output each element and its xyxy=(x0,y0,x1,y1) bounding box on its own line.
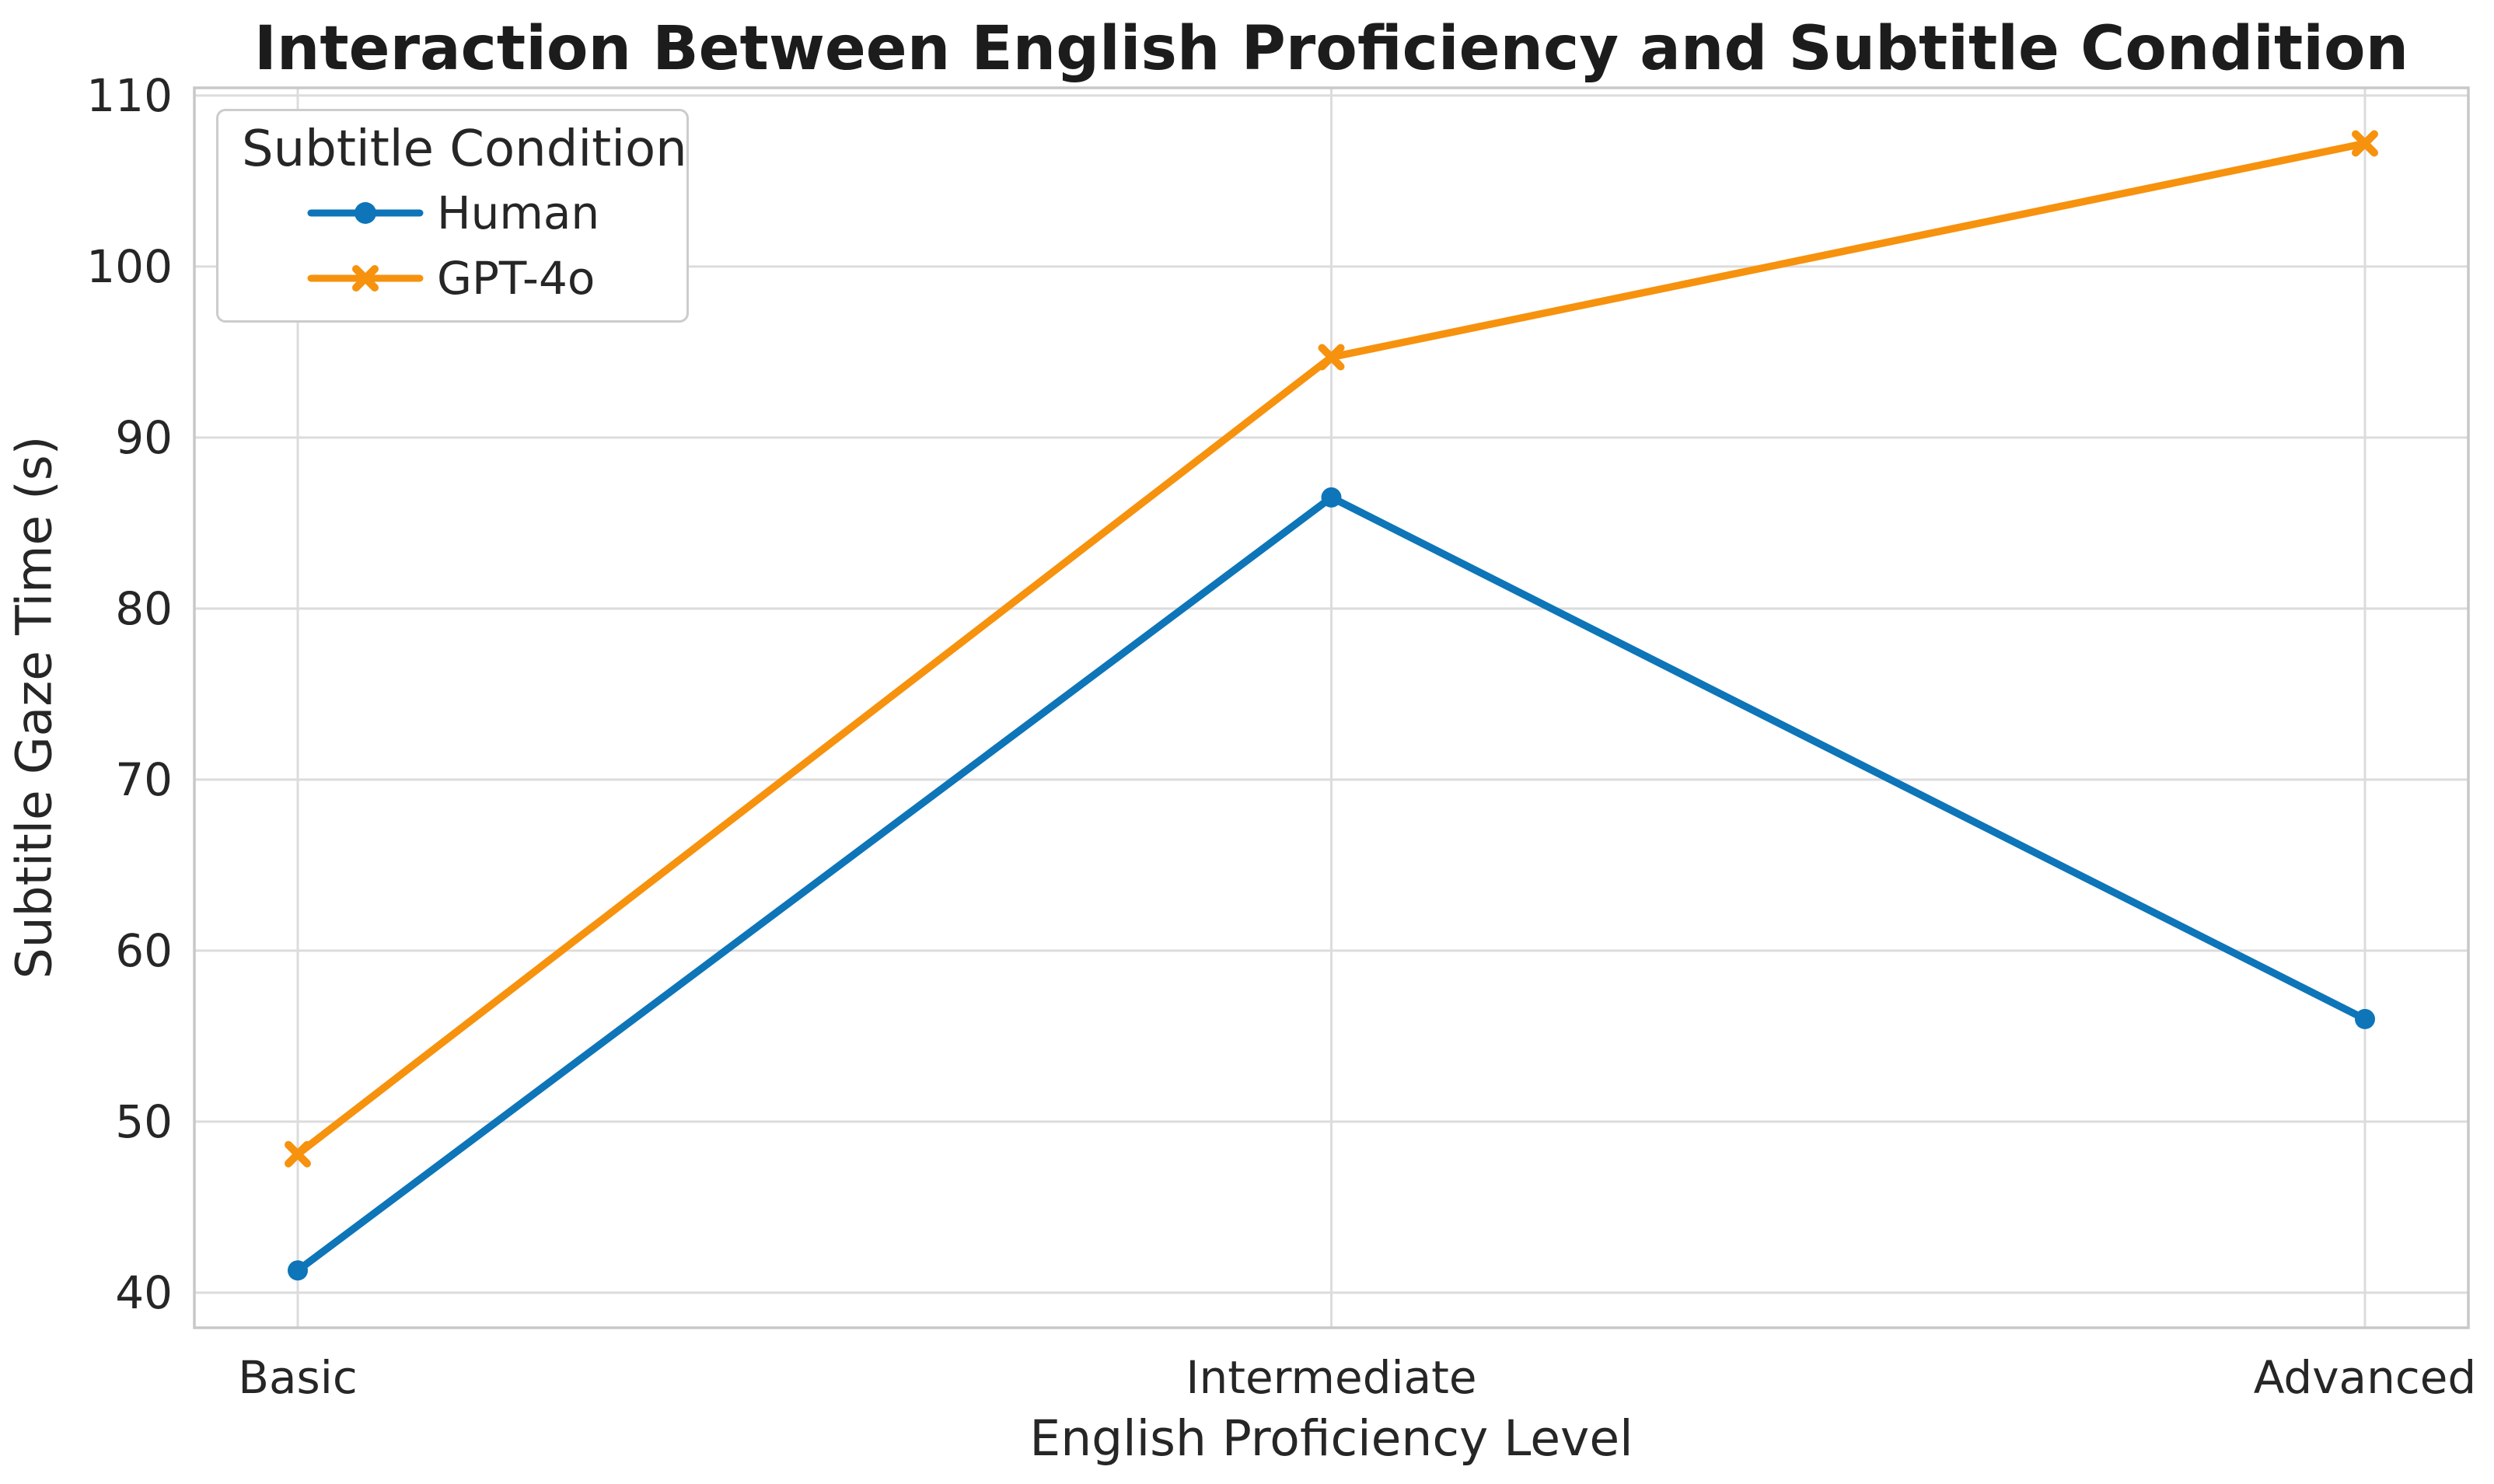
y-axis-label: Subtitle Gaze Time (s) xyxy=(5,435,63,979)
plot-border xyxy=(193,86,2470,1329)
y-tick-label-60: 60 xyxy=(115,924,173,977)
x-tick-label-basic: Basic xyxy=(238,1351,358,1404)
marker-human-basic xyxy=(288,1260,308,1281)
x-tick-label-advanced: Advanced xyxy=(2254,1351,2477,1404)
legend-box: Subtitle Condition Human GPT-4o xyxy=(216,109,689,323)
marker-human-advanced xyxy=(2355,1008,2375,1029)
y-tick-label-90: 90 xyxy=(115,411,173,464)
legend-label-human: Human xyxy=(437,187,600,239)
legend-item-gpt4o: GPT-4o xyxy=(306,252,596,305)
y-tick-label-80: 80 xyxy=(115,582,173,635)
y-tick-label-100: 100 xyxy=(86,240,173,293)
x-axis-label: English Proficiency Level xyxy=(1029,1410,1633,1467)
legend-sample-marker xyxy=(355,202,376,224)
marker-gpt-4o-basic xyxy=(285,1140,311,1168)
legend-sample-marker xyxy=(352,265,379,292)
marker-gpt-4o-advanced xyxy=(2352,130,2378,157)
x-marker-icon xyxy=(307,265,424,292)
y-tick-label-50: 50 xyxy=(115,1095,173,1148)
legend-title: Subtitle Condition xyxy=(242,120,687,178)
legend-label-gpt4o: GPT-4o xyxy=(437,252,596,305)
y-tick-label-70: 70 xyxy=(115,753,173,806)
marker-human-intermediate xyxy=(1321,487,1342,508)
y-tick-label-110: 110 xyxy=(86,69,173,122)
legend-item-human: Human xyxy=(306,187,600,239)
x-tick-label-intermediate: Intermediate xyxy=(1186,1351,1476,1404)
y-tick-label-40: 40 xyxy=(115,1266,173,1319)
chart-title: Interaction Between English Proficiency … xyxy=(253,14,2409,84)
marker-gpt-4o-intermediate xyxy=(1318,344,1345,371)
circle-marker-icon xyxy=(307,202,424,224)
